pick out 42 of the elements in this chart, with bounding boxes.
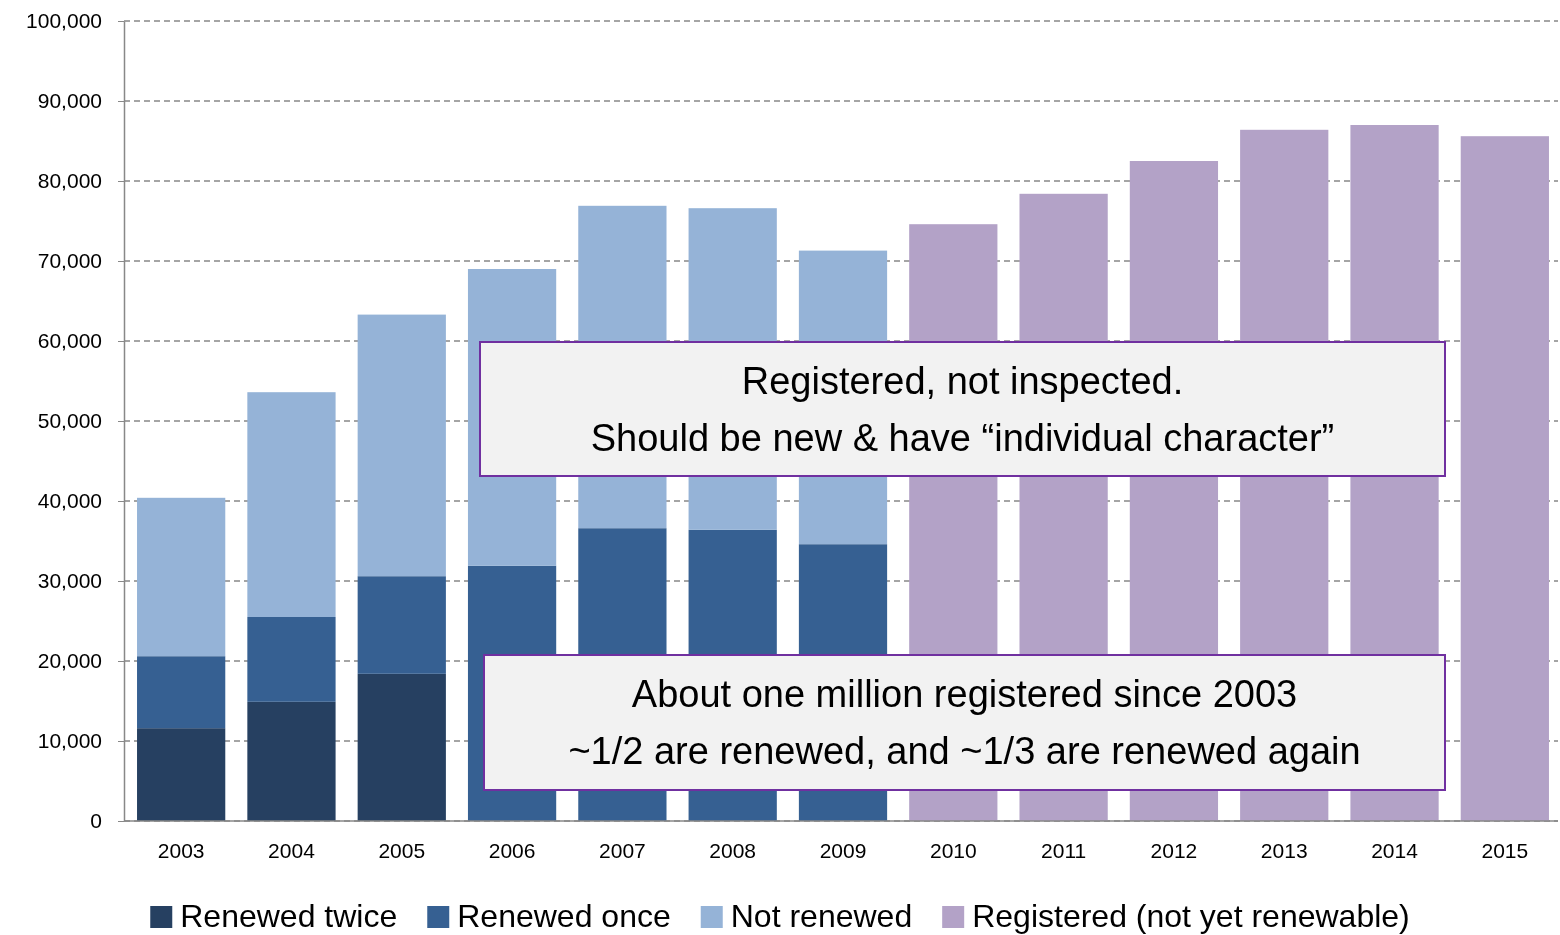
x-tick-label: 2015 (1481, 838, 1529, 862)
x-tick-label: 2009 (819, 838, 867, 862)
legend-label: Not renewed (730, 898, 913, 934)
x-tick-label: 2012 (1150, 838, 1198, 862)
x-tick-label: 2011 (1041, 838, 1087, 862)
y-tick-label: 0 (90, 809, 102, 833)
bar (357, 314, 446, 577)
x-tick-label: 2005 (378, 838, 426, 862)
x-tick-label: 2008 (709, 838, 757, 862)
y-tick-label: 40,000 (37, 489, 102, 513)
legend-label: Renewed twice (180, 898, 398, 934)
bar (247, 392, 336, 617)
note-box: About one million registered since 2003 ~1/2 are renewed, and ~1/3 are renewed again (483, 654, 1446, 791)
bar (1460, 136, 1549, 821)
x-tick-label: 2010 (929, 838, 977, 862)
y-tick-label: 70,000 (37, 249, 102, 273)
y-tick-label: 30,000 (37, 569, 102, 593)
y-tick-label: 90,000 (37, 89, 102, 113)
x-tick-label: 2007 (599, 838, 646, 862)
bar (247, 617, 336, 702)
y-tick-label: 20,000 (37, 649, 102, 673)
x-tick-label: 2004 (268, 838, 316, 862)
x-tick-label: 2003 (157, 838, 205, 862)
bar (247, 701, 336, 821)
annotation: Registered, not inspected. Should be new & have “individual character” (590, 359, 1335, 459)
bar (357, 673, 446, 821)
x-tick-label: 2006 (488, 838, 536, 862)
bar (137, 497, 226, 657)
y-tick-label: 100,000 (26, 9, 102, 33)
bar (137, 656, 226, 729)
legend-label: Renewed once (457, 898, 671, 934)
x-tick-label: 2013 (1260, 838, 1308, 862)
annotation: About one million registered since 2003 ~1/2 are renewed, and ~1/3 are renewed again (568, 673, 1361, 772)
legend-label: Registered (not yet renewable) (972, 898, 1410, 934)
y-tick-label: 10,000 (37, 729, 102, 753)
y-tick-label: 50,000 (37, 409, 102, 433)
x-tick-label: 2014 (1371, 838, 1419, 862)
note-box: Registered, not inspected. Should be new & have “individual character” (479, 341, 1446, 477)
bar (137, 728, 226, 821)
y-tick-label: 80,000 (37, 169, 102, 193)
bar (357, 576, 446, 674)
y-tick-label: 60,000 (37, 329, 102, 353)
